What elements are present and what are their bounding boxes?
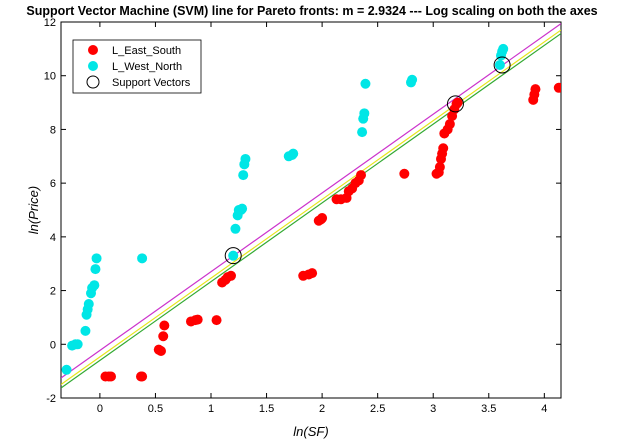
y-tick-label-2: 2 — [50, 286, 56, 298]
point-east-south-30 — [356, 170, 366, 181]
point-east-south-16 — [226, 270, 236, 281]
point-west-north-35 — [498, 43, 509, 54]
y-tick-label-4: 6 — [50, 178, 56, 190]
point-west-north-0 — [61, 364, 72, 375]
support-vector-0 — [224, 247, 242, 265]
point-west-north-15 — [230, 223, 241, 234]
point-west-north-4 — [80, 325, 91, 336]
point-east-south-37 — [438, 143, 449, 154]
point-west-north-29 — [360, 78, 371, 89]
y-tick-label-5: 8 — [50, 124, 56, 136]
legend-label-west-north: L_West_North — [112, 61, 182, 73]
point-west-north-12 — [91, 253, 102, 264]
svm-line-2 — [61, 33, 561, 389]
axis-ticks: 0 0.5 1 1.5 2 2.5 3 3.5 4 -2 0 2 4 6 8 10 12 — [44, 17, 561, 415]
x-tick-label-6: 3 — [430, 403, 436, 415]
point-west-north-31 — [407, 74, 418, 85]
svm-line-0 — [61, 23, 561, 379]
x-tick-label-8: 4 — [541, 403, 547, 415]
y-tick-label-6: 10 — [44, 71, 56, 83]
x-axis-label: ln(SF) — [293, 424, 328, 439]
point-east-south-4 — [137, 371, 148, 382]
y-tick-label-7: 12 — [44, 17, 56, 29]
x-tick-label-3: 1.5 — [259, 403, 274, 415]
chart-title: Support Vector Machine (SVM) line for Pa… — [26, 4, 598, 18]
svm-line-1 — [61, 29, 561, 385]
point-east-south-19 — [307, 268, 318, 279]
point-east-south-40 — [444, 119, 455, 130]
point-east-south-34 — [434, 162, 445, 173]
y-tick-label-3: 4 — [50, 232, 56, 244]
data-points — [61, 43, 561, 382]
x-tick-label-5: 2.5 — [370, 403, 385, 415]
x-tick-label-4: 2 — [319, 403, 325, 415]
point-west-north-3 — [72, 339, 83, 350]
point-east-south-48 — [553, 82, 561, 93]
point-west-north-20 — [238, 170, 249, 181]
point-west-north-28 — [359, 108, 370, 119]
svm-lines — [61, 23, 561, 389]
point-east-south-6 — [156, 346, 166, 356]
point-west-north-25 — [288, 148, 299, 159]
x-tick-label-0: 0 — [97, 403, 103, 415]
support-vector-1 — [446, 95, 464, 113]
y-tick-label-0: -2 — [46, 393, 56, 405]
y-axis-label: ln(Price) — [26, 186, 41, 234]
point-west-north-22 — [240, 153, 251, 164]
point-east-south-22 — [317, 213, 328, 224]
x-tick-label-2: 1 — [208, 403, 214, 415]
legend-label-east-south: L_East_South — [112, 45, 181, 57]
x-tick-label-7: 3.5 — [481, 403, 496, 415]
legend-marker-west-north — [88, 61, 98, 71]
legend: L_East_South L_West_North Support Vector… — [72, 39, 202, 94]
point-east-south-2 — [106, 371, 116, 382]
legend-marker-support-vectors — [86, 75, 100, 89]
legend-label-support-vectors: Support Vectors — [112, 77, 191, 89]
point-east-south-8 — [159, 320, 170, 331]
point-west-north-14 — [228, 250, 239, 261]
point-east-south-47 — [530, 84, 541, 95]
x-tick-label-1: 0.5 — [148, 403, 163, 415]
point-east-south-11 — [192, 314, 203, 325]
point-east-south-44 — [452, 97, 463, 108]
point-west-north-7 — [83, 299, 94, 309]
point-east-south-7 — [158, 331, 169, 342]
point-east-south-31 — [399, 168, 410, 179]
point-west-north-26 — [357, 127, 368, 138]
legend-marker-east-south — [88, 45, 98, 55]
y-tick-label-1: 0 — [50, 339, 56, 351]
point-west-north-13 — [137, 253, 148, 264]
support-vector-2 — [493, 56, 511, 74]
point-east-south-12 — [211, 315, 222, 326]
point-west-north-11 — [90, 264, 101, 275]
point-west-north-19 — [237, 203, 248, 214]
point-west-north-32 — [494, 59, 505, 70]
point-west-north-10 — [89, 280, 100, 291]
